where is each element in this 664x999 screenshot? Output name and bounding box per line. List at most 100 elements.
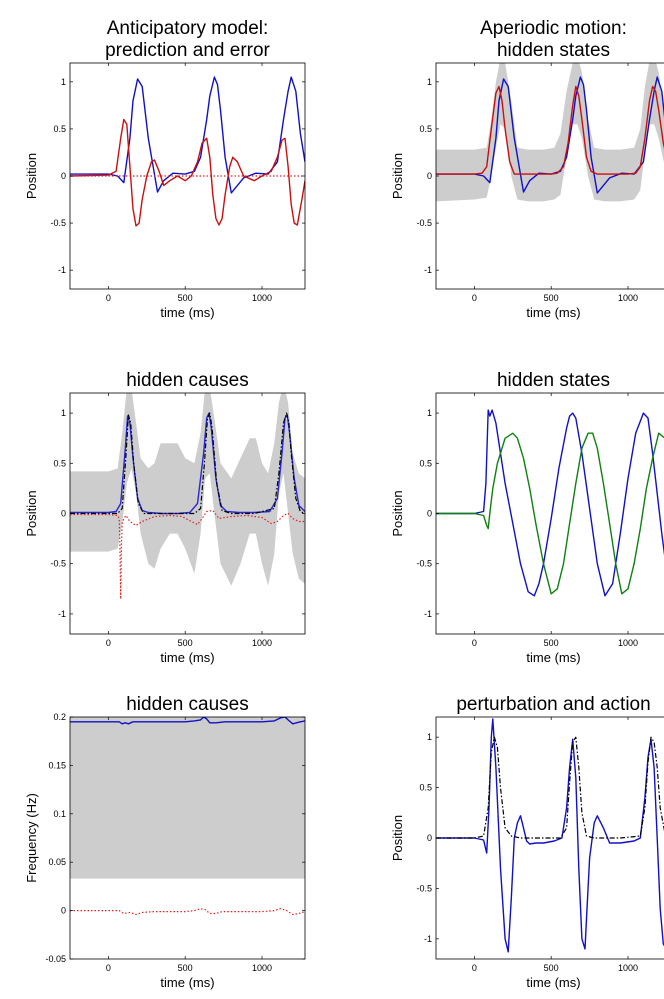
plot-area [70,717,305,916]
plot-area [70,76,305,227]
y-tick-label: 0 [427,833,432,843]
y-tick-label: 0 [61,906,66,916]
plot-area [436,718,664,953]
y-tick-label: -0.5 [50,218,66,228]
series-line-1 [436,409,664,597]
panel-5: 0 500 1000 -0.05 0 0.05 0.1 0.15 0.2 time (ms) Fre… [24,694,306,990]
y-tick-label: 1 [61,408,66,418]
x-tick-label: 500 [178,963,193,973]
y-tick-label: -0.5 [416,559,432,569]
y-tick-label: 0 [427,509,432,519]
y-axis-label: Position [390,490,405,536]
x-tick-label: 500 [544,293,559,303]
x-tick-label: 1000 [252,638,272,648]
x-tick-label: 500 [178,293,193,303]
x-tick-label: 1000 [618,293,638,303]
series-line-1 [70,717,305,725]
series-line-3 [70,509,305,600]
confidence-band [70,717,305,879]
panel-title-line: Anticipatory model: [107,18,269,39]
x-axis-label: time (ms) [160,650,214,665]
x-tick-label: 0 [472,293,477,303]
panel-title-line: hidden causes [126,370,249,391]
series-line-2 [436,736,664,839]
y-tick-label: 1 [427,732,432,742]
series-line-2 [436,85,664,175]
y-tick-label: 0.5 [419,124,432,134]
series-line-1 [70,76,305,194]
series-line-2 [70,118,305,227]
x-tick-label: 1000 [252,963,272,973]
y-tick-label: 0.15 [48,760,66,770]
confidence-band [436,63,664,202]
y-axis-label: Position [24,153,39,199]
x-tick-label: 1000 [252,293,272,303]
panel-title-line: Aperiodic motion: [480,18,627,39]
y-tick-label: 0 [61,171,66,181]
y-tick-label: -1 [58,609,66,619]
plot-area [436,409,664,597]
panel-title: hidden causes [126,694,249,715]
y-tick-label: 0.1 [53,809,66,819]
y-tick-label: 0.5 [419,458,432,468]
x-tick-label: 1000 [618,638,638,648]
x-tick-label: 500 [178,638,193,648]
series-line-2 [70,412,305,515]
x-tick-label: 1000 [618,963,638,973]
x-axis-label: time (ms) [160,975,214,990]
y-axis-label: Position [390,815,405,861]
y-tick-label: 0.5 [419,783,432,793]
y-tick-label: -1 [58,265,66,275]
panel-title: hidden states [497,370,610,391]
panel-title: perturbation and action [456,694,650,715]
panel-title-line: hidden states [497,40,610,61]
panel-title: Anticipatory model: prediction and error [105,18,270,61]
x-axis-label: time (ms) [526,305,580,320]
panel-title-line: perturbation and action [456,694,650,715]
x-axis-label: time (ms) [526,975,580,990]
y-tick-label: -1 [424,609,432,619]
series-line-2 [436,432,664,595]
y-tick-label: 0 [427,171,432,181]
y-tick-label: 1 [427,77,432,87]
plot-area [436,63,664,202]
panel-title-line: prediction and error [105,40,270,61]
y-axis-label: Position [24,490,39,536]
x-tick-label: 0 [472,963,477,973]
y-axis-label: Position [390,153,405,199]
x-tick-label: 0 [106,638,111,648]
y-tick-label: -0.5 [50,559,66,569]
panel-title: hidden causes [126,370,249,391]
x-axis-label: time (ms) [526,650,580,665]
x-tick-label: 500 [544,638,559,648]
plot-area [70,393,305,600]
series-line-1 [436,718,664,953]
y-tick-label: -0.5 [416,218,432,228]
panel-3: 0 500 1000 -1 -0.5 0 0.5 1 time (ms) Position hidd… [24,370,306,665]
x-tick-label: 0 [106,963,111,973]
x-axis-label: time (ms) [160,305,214,320]
axes-frame [69,716,306,960]
y-tick-label: 1 [61,77,66,87]
panel-4: 0 500 1000 -1 -0.5 0 0.5 1 time (ms) Position hidd… [390,370,664,665]
panel-2: 0 500 1000 -1 -0.5 0 0.5 1 time (ms) Position Aper… [390,18,664,320]
y-tick-label: 0.2 [53,712,66,722]
confidence-band [70,393,305,586]
series-line-2 [70,908,305,916]
x-tick-label: 0 [106,293,111,303]
y-tick-label: 0.5 [53,458,66,468]
y-tick-label: -0.5 [416,883,432,893]
x-tick-label: 0 [472,638,477,648]
y-tick-label: 0.5 [53,124,66,134]
panel-6: 0 500 1000 -1 -0.5 0 0.5 1 time (ms) Position pert… [390,694,664,990]
y-axis-label: Frequency (Hz) [24,793,39,883]
x-tick-label: 500 [544,963,559,973]
panel-title: Aperiodic motion: hidden states [480,18,627,61]
y-tick-label: -1 [424,265,432,275]
y-tick-label: -1 [424,934,432,944]
panel-title-line: hidden states [497,370,610,391]
series-line-1 [436,76,664,194]
y-tick-label: -0.05 [45,954,66,964]
y-tick-label: 0 [61,509,66,519]
